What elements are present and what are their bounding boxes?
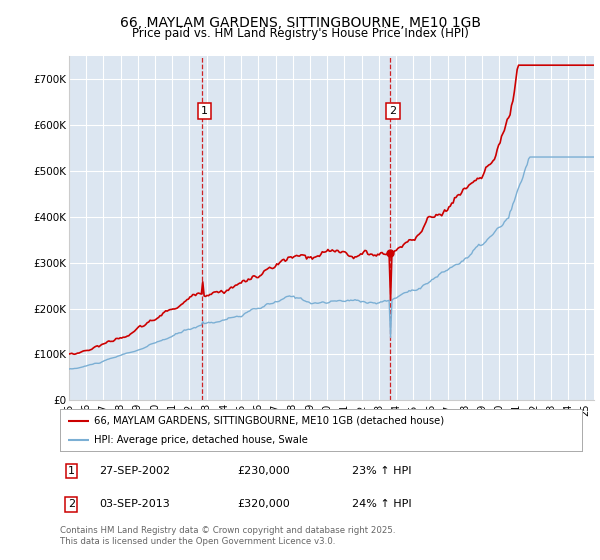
- Text: Price paid vs. HM Land Registry's House Price Index (HPI): Price paid vs. HM Land Registry's House …: [131, 27, 469, 40]
- Text: 66, MAYLAM GARDENS, SITTINGBOURNE, ME10 1GB: 66, MAYLAM GARDENS, SITTINGBOURNE, ME10 …: [119, 16, 481, 30]
- Text: £320,000: £320,000: [238, 500, 290, 510]
- Text: Contains HM Land Registry data © Crown copyright and database right 2025.
This d: Contains HM Land Registry data © Crown c…: [60, 526, 395, 546]
- Text: £230,000: £230,000: [238, 466, 290, 476]
- Text: 27-SEP-2002: 27-SEP-2002: [99, 466, 170, 476]
- Text: 2: 2: [389, 106, 397, 116]
- Text: 66, MAYLAM GARDENS, SITTINGBOURNE, ME10 1GB (detached house): 66, MAYLAM GARDENS, SITTINGBOURNE, ME10 …: [94, 416, 444, 426]
- Text: HPI: Average price, detached house, Swale: HPI: Average price, detached house, Swal…: [94, 435, 308, 445]
- Text: 2: 2: [68, 500, 75, 510]
- Text: 23% ↑ HPI: 23% ↑ HPI: [352, 466, 412, 476]
- Text: 24% ↑ HPI: 24% ↑ HPI: [352, 500, 412, 510]
- Text: 1: 1: [202, 106, 208, 116]
- Text: 1: 1: [68, 466, 75, 476]
- Text: 03-SEP-2013: 03-SEP-2013: [99, 500, 170, 510]
